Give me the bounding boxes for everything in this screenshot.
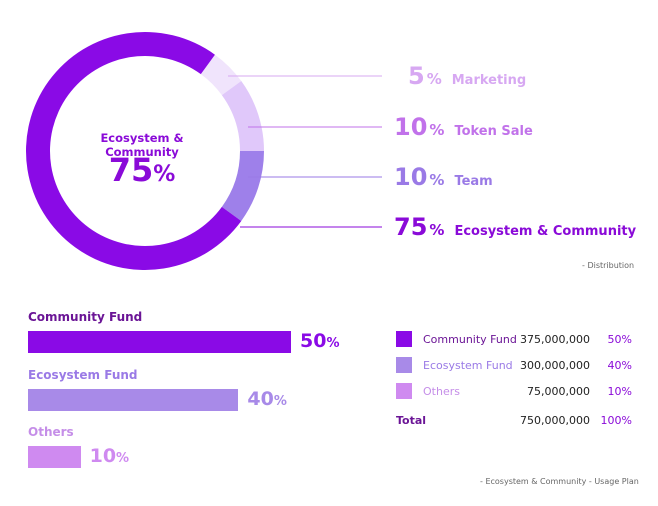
- donut-slice-token-sale: [221, 81, 264, 151]
- legend-token-sale-unit: %: [429, 121, 445, 139]
- legend-marketing-label: Marketing: [451, 73, 527, 88]
- donut-slice-team: [221, 151, 264, 221]
- table-total-percent: 100%: [600, 414, 632, 427]
- table-amount: 300,000,000: [520, 359, 590, 372]
- distribution-caption-dash: -: [582, 261, 585, 270]
- bar-title-ecosystem-fund: Ecosystem Fund: [28, 368, 138, 382]
- bar-value-unit: %: [326, 336, 340, 351]
- table-name: Community Fund: [423, 333, 517, 346]
- legend-token-sale-value: 10: [394, 113, 428, 141]
- table-swatch: [396, 357, 412, 373]
- table-row: Community Fund 375,000,000 50%: [396, 331, 636, 349]
- usage-caption-dash-2: -: [588, 477, 592, 486]
- bar-community-fund: [28, 331, 291, 353]
- table-amount: 375,000,000: [520, 333, 590, 346]
- table-percent: 10%: [607, 385, 632, 398]
- bar-value-number: 40: [247, 388, 274, 410]
- legend-token-sale-label: Token Sale: [454, 124, 533, 139]
- legend-ecosystem: 75% Ecosystem & Community: [394, 213, 636, 243]
- bar-value-number: 50: [300, 330, 327, 352]
- bar-value-unit: %: [116, 451, 130, 466]
- bar-title-community-fund: Community Fund: [28, 310, 143, 324]
- table-name: Others: [423, 385, 460, 398]
- legend-team-unit: %: [429, 171, 445, 189]
- bar-others: [28, 446, 81, 468]
- legend-token-sale: 10% Token Sale: [394, 113, 533, 143]
- bar-value-others: 10%: [90, 445, 129, 467]
- distribution-caption-text: Distribution: [587, 261, 635, 270]
- table-total-amount: 750,000,000: [520, 414, 590, 427]
- table-percent: 40%: [607, 359, 632, 372]
- legend-ecosystem-label: Ecosystem & Community: [454, 224, 637, 239]
- table-percent: 50%: [607, 333, 632, 346]
- bar-value-number: 10: [89, 445, 117, 467]
- table-total-label: Total: [396, 414, 427, 427]
- bar-title-others: Others: [28, 425, 74, 439]
- table-amount: 75,000,000: [527, 385, 590, 398]
- donut-slice-marketing: [200, 54, 242, 96]
- table-swatch: [396, 331, 412, 347]
- table-total-row: Total 750,000,000 100%: [396, 413, 636, 431]
- table-row: Ecosystem Fund 300,000,000 40%: [396, 357, 636, 375]
- legend-team-label: Team: [454, 174, 493, 189]
- table-row: Others 75,000,000 10%: [396, 383, 636, 401]
- legend-marketing-value: 5: [408, 62, 425, 90]
- donut-center-number: 75: [108, 151, 154, 189]
- legend-ecosystem-value: 75: [394, 213, 428, 241]
- bar-value-ecosystem-fund: 40%: [247, 388, 286, 410]
- usage-plan-caption: - Ecosystem & Community - Usage Plan: [480, 477, 639, 486]
- bar-value-unit: %: [273, 394, 287, 409]
- donut-center-label: Ecosystem & Community: [100, 131, 184, 159]
- distribution-caption: - Distribution: [582, 261, 634, 270]
- donut-center-value: 75%: [62, 151, 222, 189]
- legend-marketing-unit: %: [426, 70, 442, 88]
- bar-ecosystem-fund: [28, 389, 239, 411]
- table-swatch: [396, 383, 412, 399]
- bar-value-community-fund: 50%: [300, 330, 339, 352]
- legend-team-value: 10: [394, 163, 428, 191]
- legend-marketing: 5% Marketing: [408, 62, 526, 92]
- usage-caption-dash-1: -: [480, 477, 483, 486]
- usage-caption-text-1: Ecosystem & Community: [485, 477, 587, 486]
- usage-caption-text-2: Usage Plan: [594, 477, 639, 486]
- legend-ecosystem-unit: %: [429, 221, 445, 239]
- table-name: Ecosystem Fund: [423, 359, 513, 372]
- donut-center-unit: %: [153, 162, 176, 187]
- legend-team: 10% Team: [394, 163, 493, 193]
